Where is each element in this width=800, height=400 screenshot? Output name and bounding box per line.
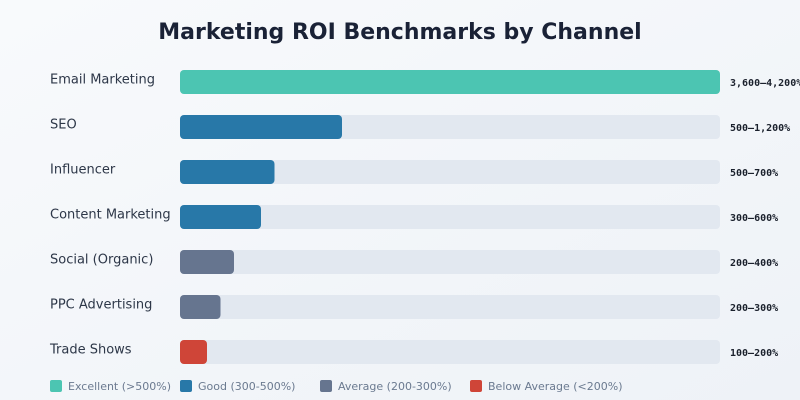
bar bbox=[180, 70, 720, 94]
legend-label: Good (300-500%) bbox=[198, 380, 295, 393]
category-label: Social (Organic) bbox=[50, 253, 153, 268]
legend-swatch bbox=[470, 380, 482, 392]
category-label: PPC Advertising bbox=[50, 298, 152, 313]
bar-track bbox=[180, 340, 720, 364]
value-label: 200–400% bbox=[730, 258, 778, 269]
legend-swatch bbox=[50, 380, 62, 392]
value-label: 500–1,200% bbox=[730, 123, 790, 134]
category-label: Trade Shows bbox=[49, 343, 132, 358]
category-label: Influencer bbox=[50, 163, 116, 178]
category-label: Email Marketing bbox=[50, 73, 155, 88]
bar-track bbox=[180, 160, 720, 184]
chart-title: Marketing ROI Benchmarks by Channel bbox=[158, 20, 641, 45]
bar-track bbox=[180, 205, 720, 229]
bar-track bbox=[180, 295, 720, 319]
legend-swatch bbox=[180, 380, 192, 392]
legend-label: Below Average (<200%) bbox=[488, 380, 623, 393]
bar bbox=[180, 160, 275, 184]
bar bbox=[180, 205, 261, 229]
category-label: SEO bbox=[50, 118, 77, 133]
value-label: 3,600–4,200% bbox=[730, 78, 800, 89]
legend-swatch bbox=[320, 380, 332, 392]
value-label: 500–700% bbox=[730, 168, 778, 179]
bar bbox=[180, 250, 234, 274]
bar-track bbox=[180, 250, 720, 274]
value-label: 300–600% bbox=[730, 213, 778, 224]
value-label: 200–300% bbox=[730, 303, 778, 314]
bar bbox=[180, 115, 342, 139]
legend-label: Excellent (>500%) bbox=[68, 380, 171, 393]
bar bbox=[180, 295, 221, 319]
bar bbox=[180, 340, 207, 364]
category-label: Content Marketing bbox=[50, 208, 171, 223]
legend-label: Average (200-300%) bbox=[338, 380, 452, 393]
value-label: 100–200% bbox=[730, 348, 778, 359]
